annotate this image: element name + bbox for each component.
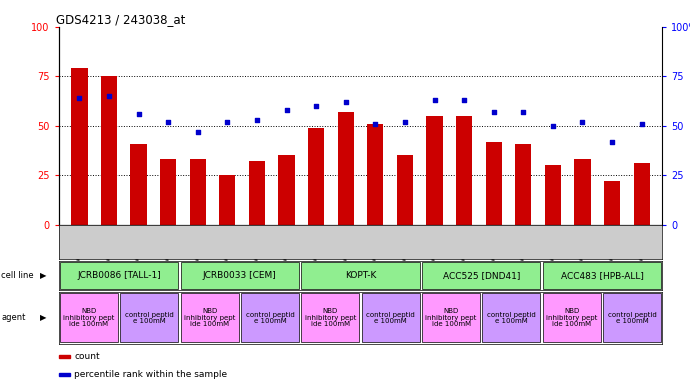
Bar [278, 156, 295, 225]
Point [281, 107, 292, 113]
Text: cell line: cell line [1, 271, 34, 280]
Point [310, 103, 322, 109]
Point [163, 119, 174, 125]
Bar [59, 355, 70, 358]
Point [518, 109, 529, 115]
Bar [59, 373, 70, 376]
Bar [362, 293, 420, 342]
Bar [60, 293, 118, 342]
Point [547, 123, 558, 129]
Point [607, 139, 618, 145]
Point [429, 97, 440, 103]
Point [459, 97, 470, 103]
Point [104, 93, 115, 99]
Bar [545, 166, 561, 225]
Text: ▶: ▶ [39, 313, 46, 322]
Bar [302, 262, 420, 289]
Bar [604, 181, 620, 225]
Bar [633, 163, 650, 225]
Bar [543, 262, 661, 289]
Text: ACC525 [DND41]: ACC525 [DND41] [442, 271, 520, 280]
Text: NBD
inhibitory pept
ide 100mM: NBD inhibitory pept ide 100mM [305, 308, 356, 327]
Text: ▶: ▶ [39, 271, 46, 280]
Bar [101, 76, 117, 225]
Bar [367, 124, 384, 225]
Bar [515, 144, 531, 225]
Text: control peptid
e 100mM: control peptid e 100mM [366, 311, 415, 324]
Text: NBD
inhibitory pept
ide 100mM: NBD inhibitory pept ide 100mM [63, 308, 115, 327]
Text: percentile rank within the sample: percentile rank within the sample [75, 370, 228, 379]
Bar [486, 142, 502, 225]
Bar [308, 128, 324, 225]
Bar [120, 293, 178, 342]
Bar [160, 159, 176, 225]
Bar [302, 293, 359, 342]
Bar [219, 175, 235, 225]
Text: control peptid
e 100mM: control peptid e 100mM [608, 311, 657, 324]
Point [251, 117, 262, 123]
Point [133, 111, 144, 117]
Text: control peptid
e 100mM: control peptid e 100mM [125, 311, 174, 324]
Bar [422, 293, 480, 342]
Point [340, 99, 351, 105]
Text: ACC483 [HPB-ALL]: ACC483 [HPB-ALL] [560, 271, 644, 280]
Bar [181, 262, 299, 289]
Text: control peptid
e 100mM: control peptid e 100mM [246, 311, 295, 324]
Point [221, 119, 233, 125]
Point [370, 121, 381, 127]
Text: JCRB0033 [CEM]: JCRB0033 [CEM] [203, 271, 277, 280]
Bar [426, 116, 443, 225]
Point [489, 109, 500, 115]
Bar [241, 293, 299, 342]
Point [577, 119, 588, 125]
Text: NBD
inhibitory pept
ide 100mM: NBD inhibitory pept ide 100mM [184, 308, 235, 327]
Bar [397, 156, 413, 225]
Bar [603, 293, 661, 342]
Bar [130, 144, 147, 225]
Point [400, 119, 411, 125]
Text: JCRB0086 [TALL-1]: JCRB0086 [TALL-1] [77, 271, 161, 280]
Text: KOPT-K: KOPT-K [345, 271, 376, 280]
Bar [60, 262, 178, 289]
Bar [337, 112, 354, 225]
Text: NBD
inhibitory pept
ide 100mM: NBD inhibitory pept ide 100mM [546, 308, 598, 327]
Bar [422, 262, 540, 289]
Text: count: count [75, 352, 100, 361]
Point [193, 129, 204, 135]
Bar [482, 293, 540, 342]
Text: agent: agent [1, 313, 26, 322]
Bar [543, 293, 601, 342]
Bar [71, 68, 88, 225]
Text: GDS4213 / 243038_at: GDS4213 / 243038_at [56, 13, 185, 26]
Bar [249, 161, 265, 225]
Bar [190, 159, 206, 225]
Point [636, 121, 647, 127]
Bar [181, 293, 239, 342]
Bar [574, 159, 591, 225]
Bar [456, 116, 472, 225]
Text: control peptid
e 100mM: control peptid e 100mM [487, 311, 536, 324]
Point [74, 95, 85, 101]
Text: NBD
inhibitory pept
ide 100mM: NBD inhibitory pept ide 100mM [426, 308, 477, 327]
